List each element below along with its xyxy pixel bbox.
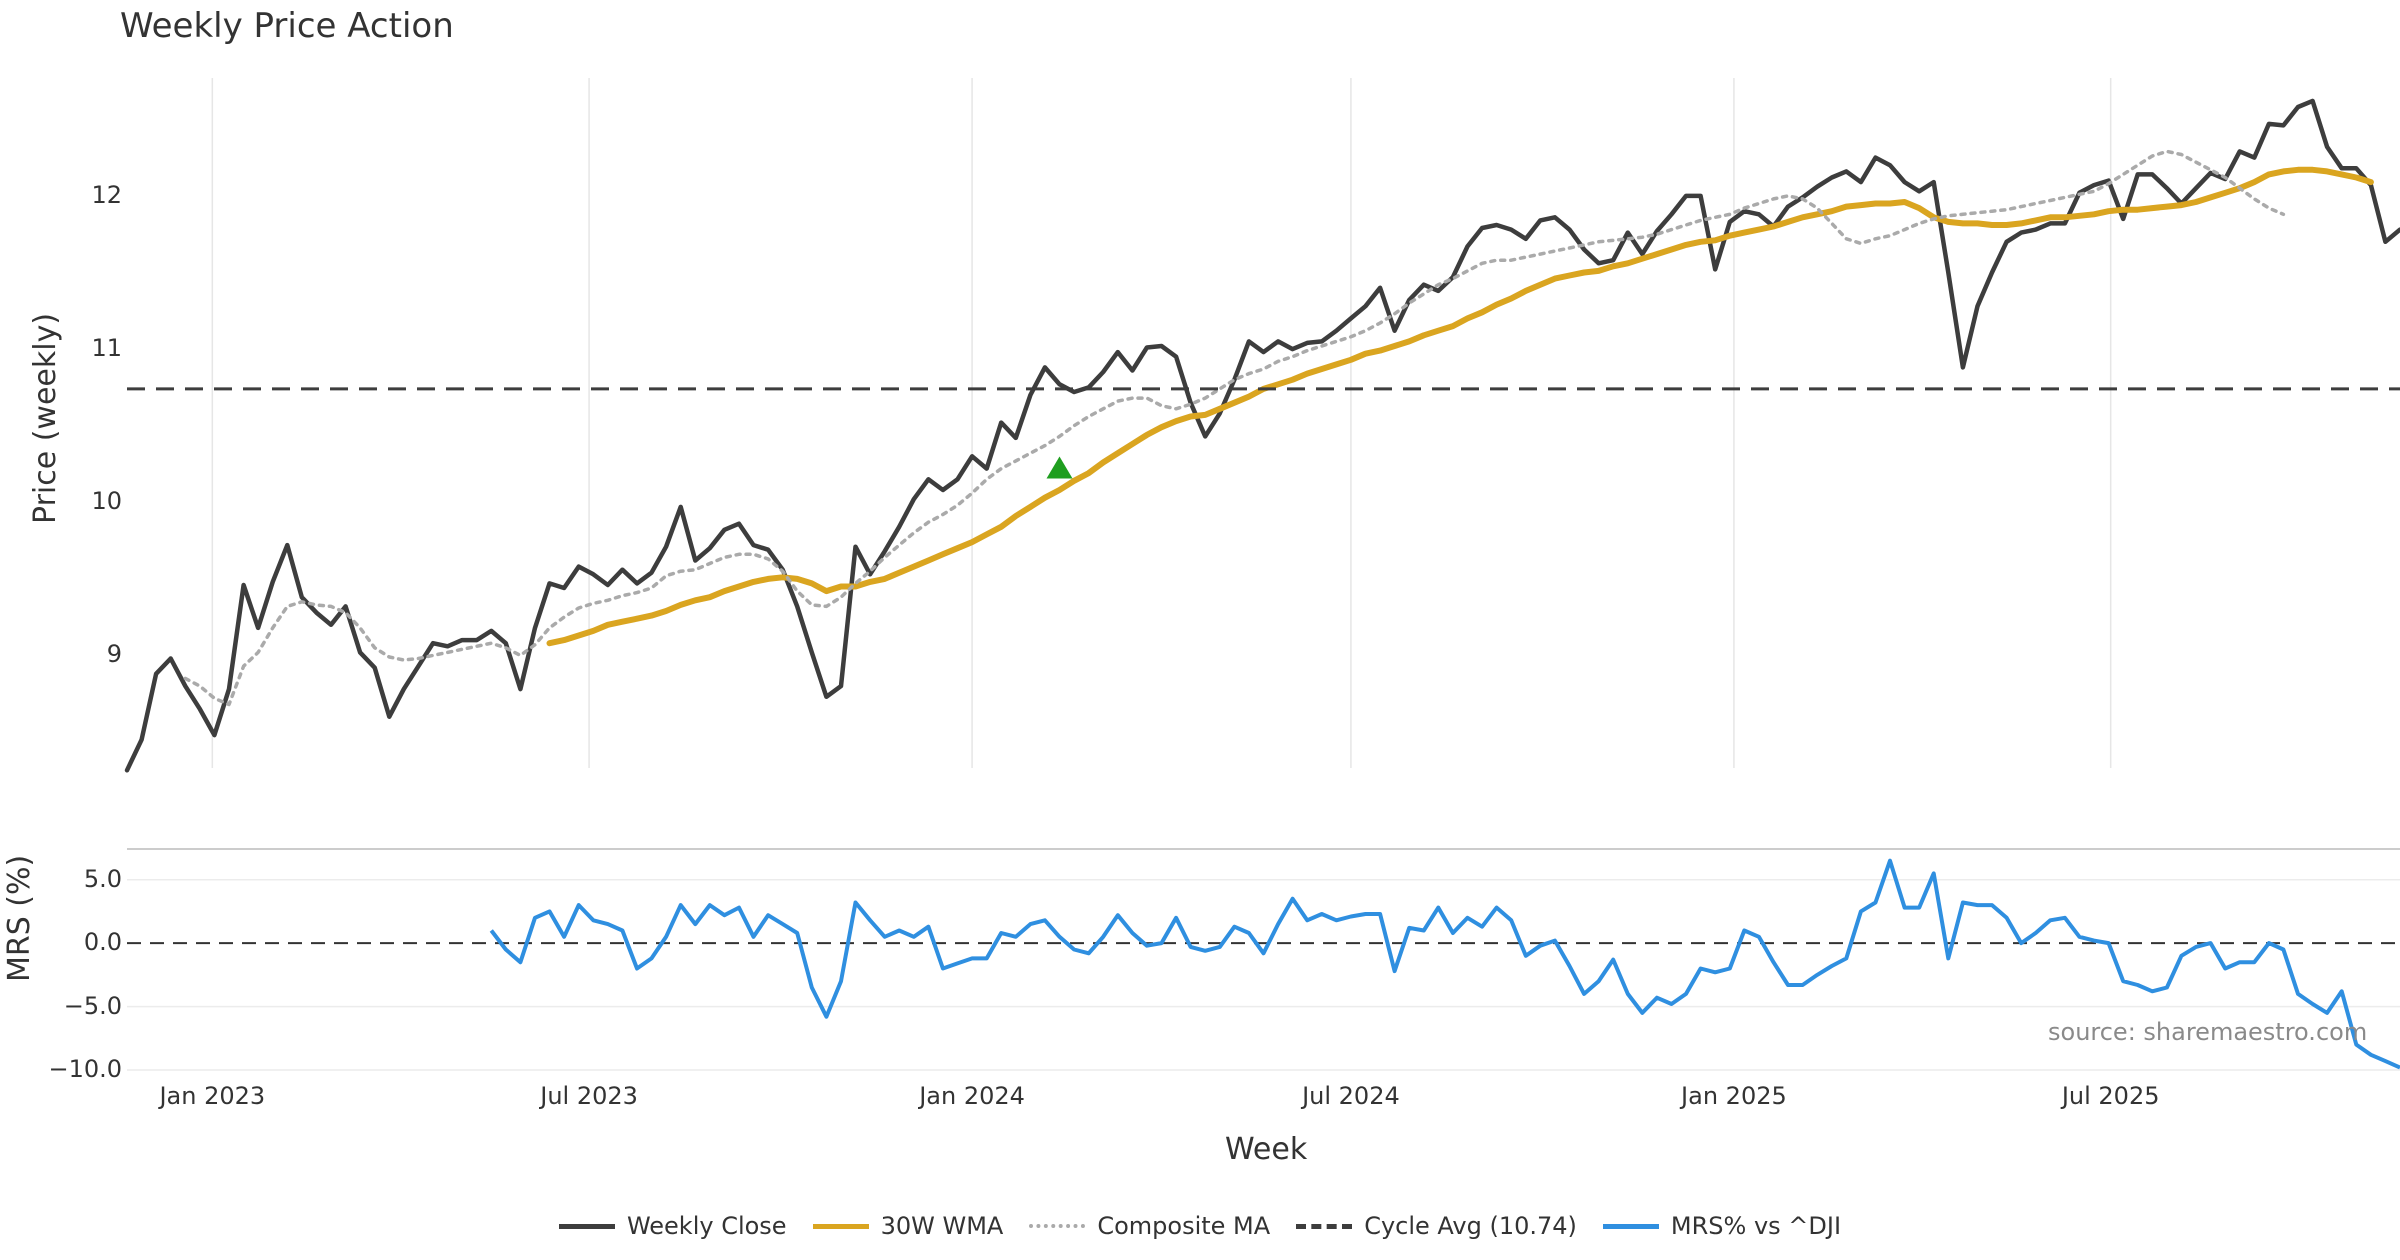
legend-swatch — [1602, 1223, 1659, 1229]
legend-item: Weekly Close — [558, 1212, 787, 1240]
composite-ma-line — [183, 149, 2286, 707]
x-tick-label: Jan 2023 — [159, 1082, 266, 1110]
source-note: source: sharemaestro.com — [2048, 1018, 2368, 1046]
chart-title: Weekly Price Action — [120, 6, 454, 46]
legend-label: Composite MA — [1097, 1212, 1271, 1240]
x-tick-label: Jul 2024 — [1302, 1082, 1400, 1110]
legend-item: 30W WMA — [812, 1212, 1004, 1240]
legend-label: MRS% vs ^DJI — [1670, 1212, 1842, 1240]
legend-label: Weekly Close — [626, 1212, 787, 1240]
price-tick-label: 12 — [91, 180, 122, 209]
mrs-tick-label: 5.0 — [83, 864, 122, 893]
price-tick-label: 9 — [106, 640, 122, 669]
legend-swatch — [558, 1223, 615, 1229]
legend-item: MRS% vs ^DJI — [1602, 1212, 1842, 1240]
x-tick-label: Jan 2024 — [919, 1082, 1025, 1110]
legend-label: 30W WMA — [880, 1212, 1004, 1240]
legend-label: Cycle Avg (10.74) — [1364, 1212, 1577, 1240]
30w-wma-line — [546, 166, 2374, 647]
mrs-tick-label: 0.0 — [83, 928, 122, 957]
x-tick-label: Jul 2025 — [2061, 1082, 2160, 1110]
legend-swatch — [812, 1223, 869, 1229]
x-tick-label: Jan 2025 — [1681, 1082, 1787, 1110]
buy-signal-marker — [1046, 456, 1073, 479]
legend-item: Cycle Avg (10.74) — [1296, 1212, 1577, 1240]
weekly-close-line — [124, 98, 2400, 773]
x-axis-label: Week — [1225, 1132, 1308, 1167]
legend: Weekly Close 30W WMA Composite MA Cycle Avg… — [0, 1212, 2400, 1240]
x-tick-label: Jul 2023 — [540, 1082, 638, 1110]
legend-item: Composite MA — [1029, 1212, 1270, 1240]
mrs-tick-label: −10.0 — [48, 1055, 122, 1083]
legend-swatch — [1296, 1223, 1353, 1229]
mrs-axis-label: MRS (%) — [2, 854, 37, 982]
mrs-tick-label: −5.0 — [63, 991, 122, 1020]
mrs-line — [489, 858, 2400, 1070]
price-tick-label: 11 — [91, 334, 122, 363]
legend-swatch — [1029, 1224, 1086, 1228]
price-tick-label: 10 — [91, 487, 122, 516]
